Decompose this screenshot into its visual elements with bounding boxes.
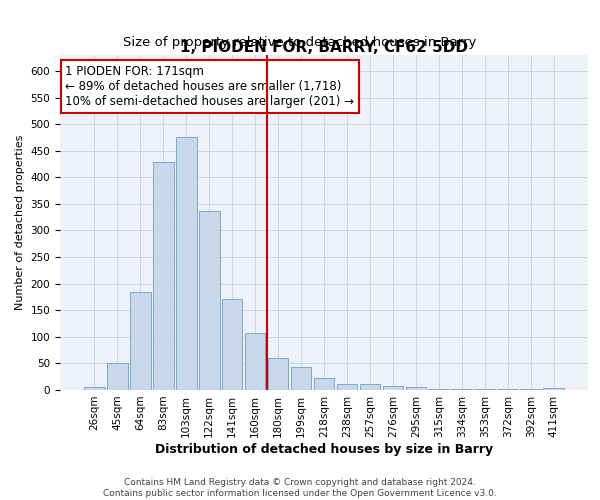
Bar (337, 384, 358, 390)
Bar (406, 388, 426, 390)
Bar (290, 367, 311, 390)
Bar (245, 333, 265, 390)
Bar (107, 364, 128, 390)
Bar (130, 292, 151, 390)
Bar (544, 388, 564, 390)
Text: Contains HM Land Registry data © Crown copyright and database right 2024.
Contai: Contains HM Land Registry data © Crown c… (103, 478, 497, 498)
Text: Size of property relative to detached houses in Barry: Size of property relative to detached ho… (124, 36, 476, 49)
Bar (268, 358, 289, 390)
Bar (428, 389, 449, 390)
Bar (359, 384, 380, 390)
Title: 1, PIODEN FOR, BARRY, CF62 5DD: 1, PIODEN FOR, BARRY, CF62 5DD (180, 40, 468, 55)
Bar (383, 386, 403, 390)
Text: 1 PIODEN FOR: 171sqm
← 89% of detached houses are smaller (1,718)
10% of semi-de: 1 PIODEN FOR: 171sqm ← 89% of detached h… (65, 65, 354, 108)
Bar (314, 378, 334, 390)
Bar (176, 138, 197, 390)
Y-axis label: Number of detached properties: Number of detached properties (15, 135, 25, 310)
Bar (222, 298, 242, 390)
Bar (84, 388, 104, 390)
Bar (153, 162, 173, 390)
Bar (451, 389, 472, 390)
Bar (199, 211, 220, 390)
X-axis label: Distribution of detached houses by size in Barry: Distribution of detached houses by size … (155, 442, 493, 456)
